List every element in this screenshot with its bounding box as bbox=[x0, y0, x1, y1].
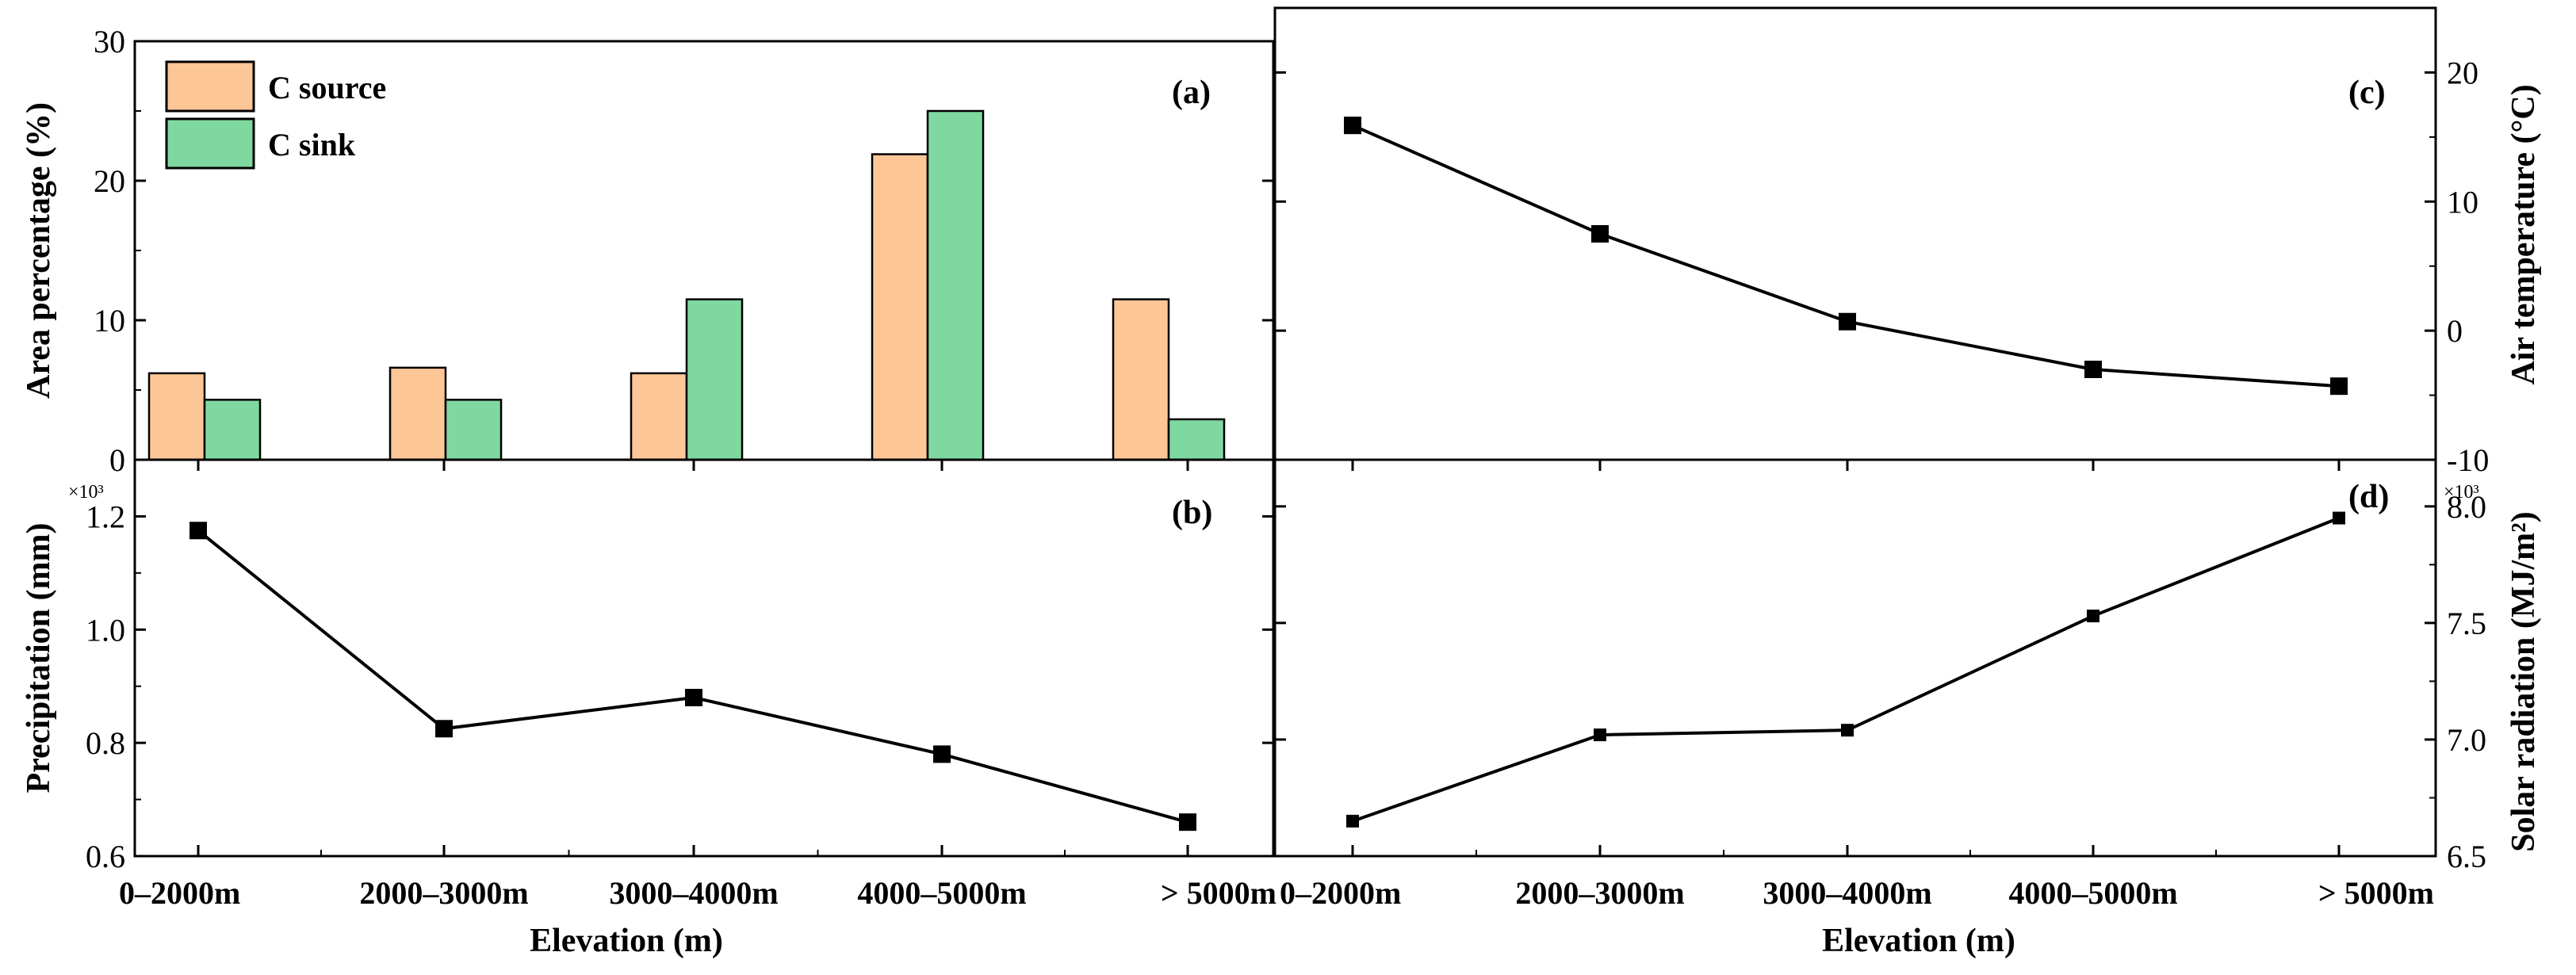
panel-a-ytick-label: 30 bbox=[94, 24, 125, 59]
panel-c-frame bbox=[1273, 6, 2437, 461]
b-marker-4 bbox=[1179, 813, 1196, 832]
bar-c-source-3 bbox=[871, 153, 929, 461]
d-series-line bbox=[1352, 516, 2340, 823]
bar-c-source-4 bbox=[1112, 298, 1170, 461]
c-marker-2 bbox=[1839, 312, 1856, 331]
c-ytick-label: 0 bbox=[2447, 313, 2463, 349]
panel-a-label: (a) bbox=[1172, 75, 1211, 111]
legend-swatch-c-sink bbox=[165, 117, 255, 170]
b-marker-2 bbox=[685, 689, 702, 706]
c-marker-4 bbox=[2330, 377, 2348, 396]
panel-c-air-temperature: -10 0 10 20 Air temperature (°C) (c) bbox=[1273, 6, 2542, 478]
panel-d-ylabel: Solar radiation (MJ/m²) bbox=[2505, 511, 2542, 851]
panel-b-precipitation: 0.6 0.8 1.0 1.2 ×10³ Precipitation (mm) Ele… bbox=[21, 458, 1277, 959]
b-xcat-label: 4000–5000m bbox=[857, 875, 1026, 911]
bar-c-sink-1 bbox=[444, 399, 503, 461]
b-ytick-label: 1.0 bbox=[86, 612, 125, 648]
d-xcat-label: 3000–4000m bbox=[1763, 875, 1931, 911]
panel-d-frame bbox=[1273, 458, 2437, 858]
legend-label-c-sink: C sink bbox=[268, 127, 356, 162]
d-ytick-label: 6.5 bbox=[2447, 839, 2486, 874]
b-xcat-label: 3000–4000m bbox=[609, 875, 778, 911]
d-marker-2 bbox=[1841, 724, 1854, 737]
legend-label-c-source: C source bbox=[268, 70, 386, 105]
panel-c-label: (c) bbox=[2348, 75, 2386, 111]
b-marker-1 bbox=[435, 720, 453, 738]
d-marker-1 bbox=[1594, 728, 1606, 742]
d-xcat-label: 4000–5000m bbox=[2008, 875, 2177, 911]
bar-c-sink-4 bbox=[1167, 418, 1226, 461]
c-ytick-label: -10 bbox=[2447, 442, 2489, 478]
c-marker-0 bbox=[1344, 117, 1361, 135]
b-xcat-label: 0–2000m bbox=[119, 875, 240, 911]
d-marker-3 bbox=[2087, 610, 2099, 623]
panel-d-multiplier: ×10³ bbox=[2444, 482, 2479, 503]
panel-c-ylabel: Air temperature (°C) bbox=[2505, 84, 2542, 384]
panel-d-xlabel: Elevation (m) bbox=[1822, 923, 2015, 959]
panel-b-ylabel: Precipitation (mm) bbox=[21, 523, 57, 793]
legend-swatch-c-source bbox=[165, 60, 255, 113]
d-xcat-label: 2000–3000m bbox=[1515, 875, 1684, 911]
bar-c-sink-3 bbox=[926, 109, 985, 461]
c-ytick-label: 10 bbox=[2447, 184, 2478, 220]
panel-d-solar-radiation: 6.5 7.0 7.5 8.0 ×10³ Solar radiation (MJ/m²… bbox=[1273, 458, 2542, 959]
b-xcat-label: 2000–3000m bbox=[359, 875, 528, 911]
c-ytick-label: 20 bbox=[2447, 55, 2478, 90]
panel-a-ytick-label: 0 bbox=[109, 442, 125, 478]
b-ytick-label: 0.8 bbox=[86, 725, 125, 761]
b-series-line bbox=[197, 529, 1188, 824]
panel-a-area-percentage: 0 10 20 30 Area percentage (%) (a) C source… bbox=[21, 24, 1275, 478]
bar-c-source-1 bbox=[389, 366, 447, 461]
b-ytick-label: 0.6 bbox=[86, 839, 125, 874]
bar-c-source-2 bbox=[630, 372, 688, 461]
d-ytick-label: 7.0 bbox=[2447, 722, 2486, 758]
c-marker-3 bbox=[2084, 361, 2102, 378]
panel-b-label: (b) bbox=[1172, 495, 1212, 531]
panel-d-label: (d) bbox=[2348, 479, 2389, 515]
d-ytick-label: 8.0 bbox=[2447, 489, 2486, 525]
bar-c-sink-0 bbox=[203, 399, 262, 461]
d-ytick-label: 7.5 bbox=[2447, 606, 2486, 641]
panel-a-ytick-label: 10 bbox=[94, 303, 125, 338]
b-ytick-label: 1.2 bbox=[86, 499, 125, 534]
panel-b-xlabel: Elevation (m) bbox=[530, 923, 723, 959]
panel-b-multiplier: ×10³ bbox=[68, 482, 104, 503]
panel-a-ylabel: Area percentage (%) bbox=[21, 102, 57, 399]
legend: C source C sink bbox=[165, 60, 386, 170]
panel-a-ytick-label: 20 bbox=[94, 163, 125, 199]
b-xcat-label: > 5000m bbox=[1161, 875, 1277, 911]
d-xcat-label: 0–2000m bbox=[1280, 875, 1401, 911]
d-xcat-label: > 5000m bbox=[2318, 875, 2434, 911]
panel-b-frame bbox=[133, 458, 1275, 858]
bar-c-sink-2 bbox=[685, 298, 744, 461]
d-marker-0 bbox=[1346, 814, 1359, 828]
c-series-line bbox=[1352, 124, 2340, 388]
d-marker-4 bbox=[2333, 511, 2345, 525]
b-marker-0 bbox=[189, 522, 207, 540]
b-marker-3 bbox=[933, 745, 951, 763]
bar-c-source-0 bbox=[147, 372, 206, 461]
c-marker-1 bbox=[1591, 225, 1609, 243]
